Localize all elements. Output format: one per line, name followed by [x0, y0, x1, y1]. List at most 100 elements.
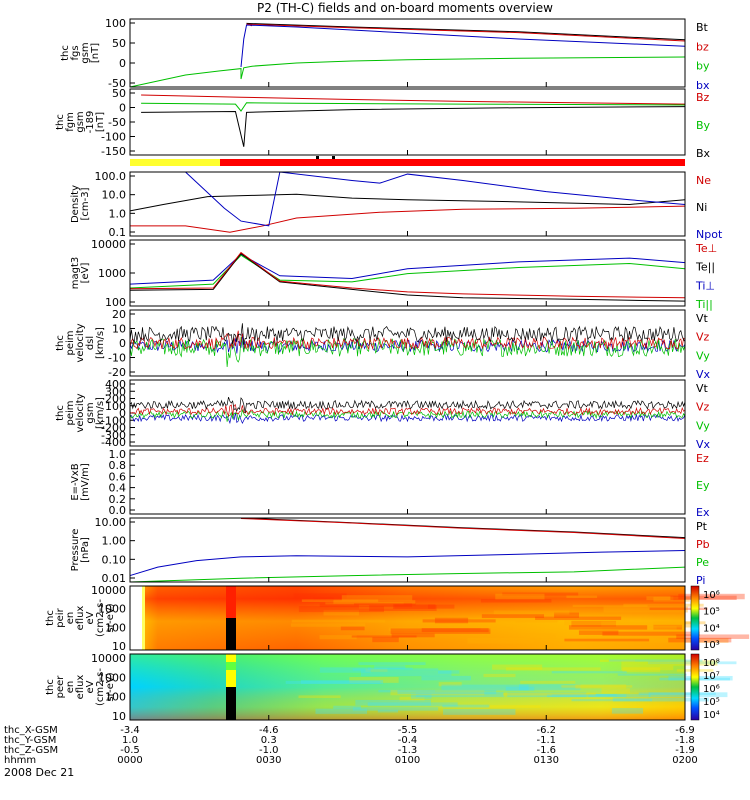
y-axis-label-line: gsm — [75, 111, 86, 132]
x-axis-value: -1.6 — [536, 745, 556, 756]
y-tick-label: 50 — [112, 87, 126, 100]
spectrogram-texture — [392, 604, 436, 609]
y-tick-label: 10000 — [91, 238, 126, 251]
spectrogram-texture — [441, 684, 529, 691]
y-tick-label: 0 — [119, 57, 126, 70]
y-axis-label-line: thc — [55, 405, 66, 421]
spectrogram-texture — [428, 604, 455, 609]
spectrogram-texture — [374, 665, 406, 669]
spectrogram-texture — [378, 689, 435, 693]
spectrogram-texture — [676, 634, 750, 639]
y-tick-label: -300 — [101, 429, 126, 442]
y-tick-label: 10.00 — [95, 516, 127, 529]
spectrogram-texture — [488, 705, 541, 708]
series-trace — [129, 412, 686, 425]
spectrogram-texture — [571, 620, 617, 627]
series-line-bx — [240, 24, 686, 68]
series-line-pi — [129, 549, 686, 577]
spectrogram-texture — [415, 692, 504, 698]
y-tick-label: -100 — [101, 414, 126, 427]
y-axis-label-line: fgm — [65, 112, 76, 132]
quality-flag-mark — [316, 156, 319, 159]
y-tick-label: 10 — [112, 323, 126, 336]
x-axis-value: -1.9 — [675, 745, 695, 756]
spectrogram-texture — [351, 635, 417, 638]
colorbar-label: 10⁷ — [703, 671, 720, 682]
y-axis-label-line: dsl — [85, 336, 96, 350]
spectrogram-texture — [367, 667, 413, 670]
spectrogram-texture — [678, 593, 745, 600]
spectrogram-texture — [349, 677, 399, 683]
y-tick-label: 100 — [105, 17, 126, 30]
series-line-te⊥ — [129, 251, 686, 299]
spectrogram-texture — [578, 630, 619, 635]
x-axis-value: -1.0 — [259, 745, 279, 756]
spectrogram-texture — [575, 684, 627, 689]
spectrogram-texture — [365, 668, 388, 672]
y-axis-label-line: en — [65, 681, 76, 694]
spectrogram-texture — [621, 660, 718, 666]
colorbar-label: 10⁶ — [703, 684, 720, 695]
spectrogram-texture — [617, 673, 687, 676]
legend-item: Bt — [696, 21, 709, 34]
spectrogram-texture — [313, 597, 334, 601]
y-tick-label: -10 — [108, 352, 126, 365]
y-axis-label: thc peim velocity gsm [km/s] — [55, 393, 106, 432]
legend-item: Pi — [696, 574, 705, 587]
panel-frame — [129, 379, 686, 447]
x-axis-value: -1.8 — [675, 735, 695, 746]
spectrogram-texture — [290, 623, 366, 627]
spectrogram-texture — [653, 596, 690, 602]
y-axis-label-line: [km/s] — [95, 327, 106, 359]
y-axis-label-line: peir — [55, 607, 66, 627]
panel-frame — [129, 517, 686, 583]
legend-item: Ne — [696, 174, 711, 187]
spectrogram-texture — [493, 610, 570, 615]
series-line-bz — [141, 94, 686, 105]
spectrogram-texture — [319, 603, 413, 608]
y-axis-label-line: [mV/m] — [80, 463, 91, 501]
legend-item: Npot — [696, 228, 723, 241]
spectrogram-event — [226, 654, 236, 687]
spectrogram-event — [226, 586, 236, 618]
spectrogram-texture — [483, 673, 516, 678]
spectrogram-texture — [649, 607, 708, 611]
y-axis-label-line: eflux — [75, 606, 86, 631]
y-axis-label: thc fgm gsm -189 [nT] — [55, 111, 106, 134]
spectrogram-texture — [422, 619, 496, 623]
y-axis-label-line: [cm-3] — [80, 187, 91, 220]
y-axis-label-line: -189 — [85, 111, 96, 134]
series-line-ti⊥ — [129, 253, 686, 285]
legend-item: Ez — [696, 452, 709, 465]
y-axis-label-line: thc — [55, 335, 66, 351]
y-tick-label: 0 — [119, 102, 126, 115]
spectrogram-texture — [608, 659, 703, 662]
x-axis-value: 0030 — [256, 755, 281, 766]
panel-veldsl: thc peim velocity dsl [km/s] 20 100 -10-20 Vt Vz V… — [55, 308, 711, 381]
spectrogram-edge — [142, 586, 145, 650]
spectrogram-texture — [480, 627, 513, 630]
y-axis-label-line: thc — [55, 114, 66, 130]
spectrogram-texture — [298, 695, 341, 699]
spectrogram-texture — [438, 682, 462, 687]
spectrogram-texture — [341, 595, 413, 601]
spectrogram-texture — [388, 627, 463, 631]
spectrogram-event — [226, 662, 236, 670]
spectrogram-texture — [588, 694, 651, 698]
y-axis-label-line: en — [65, 612, 76, 625]
spectrogram-texture — [391, 633, 435, 638]
spectrogram-texture — [340, 626, 365, 631]
y-axis-label-line: [nPa] — [80, 537, 91, 563]
x-axis-value: -6.9 — [675, 725, 695, 736]
y-tick-label: -100 — [101, 131, 126, 144]
quality-flag-bar — [130, 156, 685, 166]
spectrogram-data-gap — [130, 586, 142, 650]
y-tick-label: 10000 — [91, 652, 126, 665]
spectrogram-texture — [646, 596, 674, 601]
series-line-ne — [130, 205, 686, 233]
y-axis-label: E=-VxB [mV/m] — [70, 463, 91, 501]
spectrogram-texture — [561, 685, 633, 688]
y-axis-label-line: eV — [85, 611, 96, 624]
y-axis-label-line: fgs — [70, 45, 81, 60]
spectrogram-texture — [622, 667, 661, 672]
